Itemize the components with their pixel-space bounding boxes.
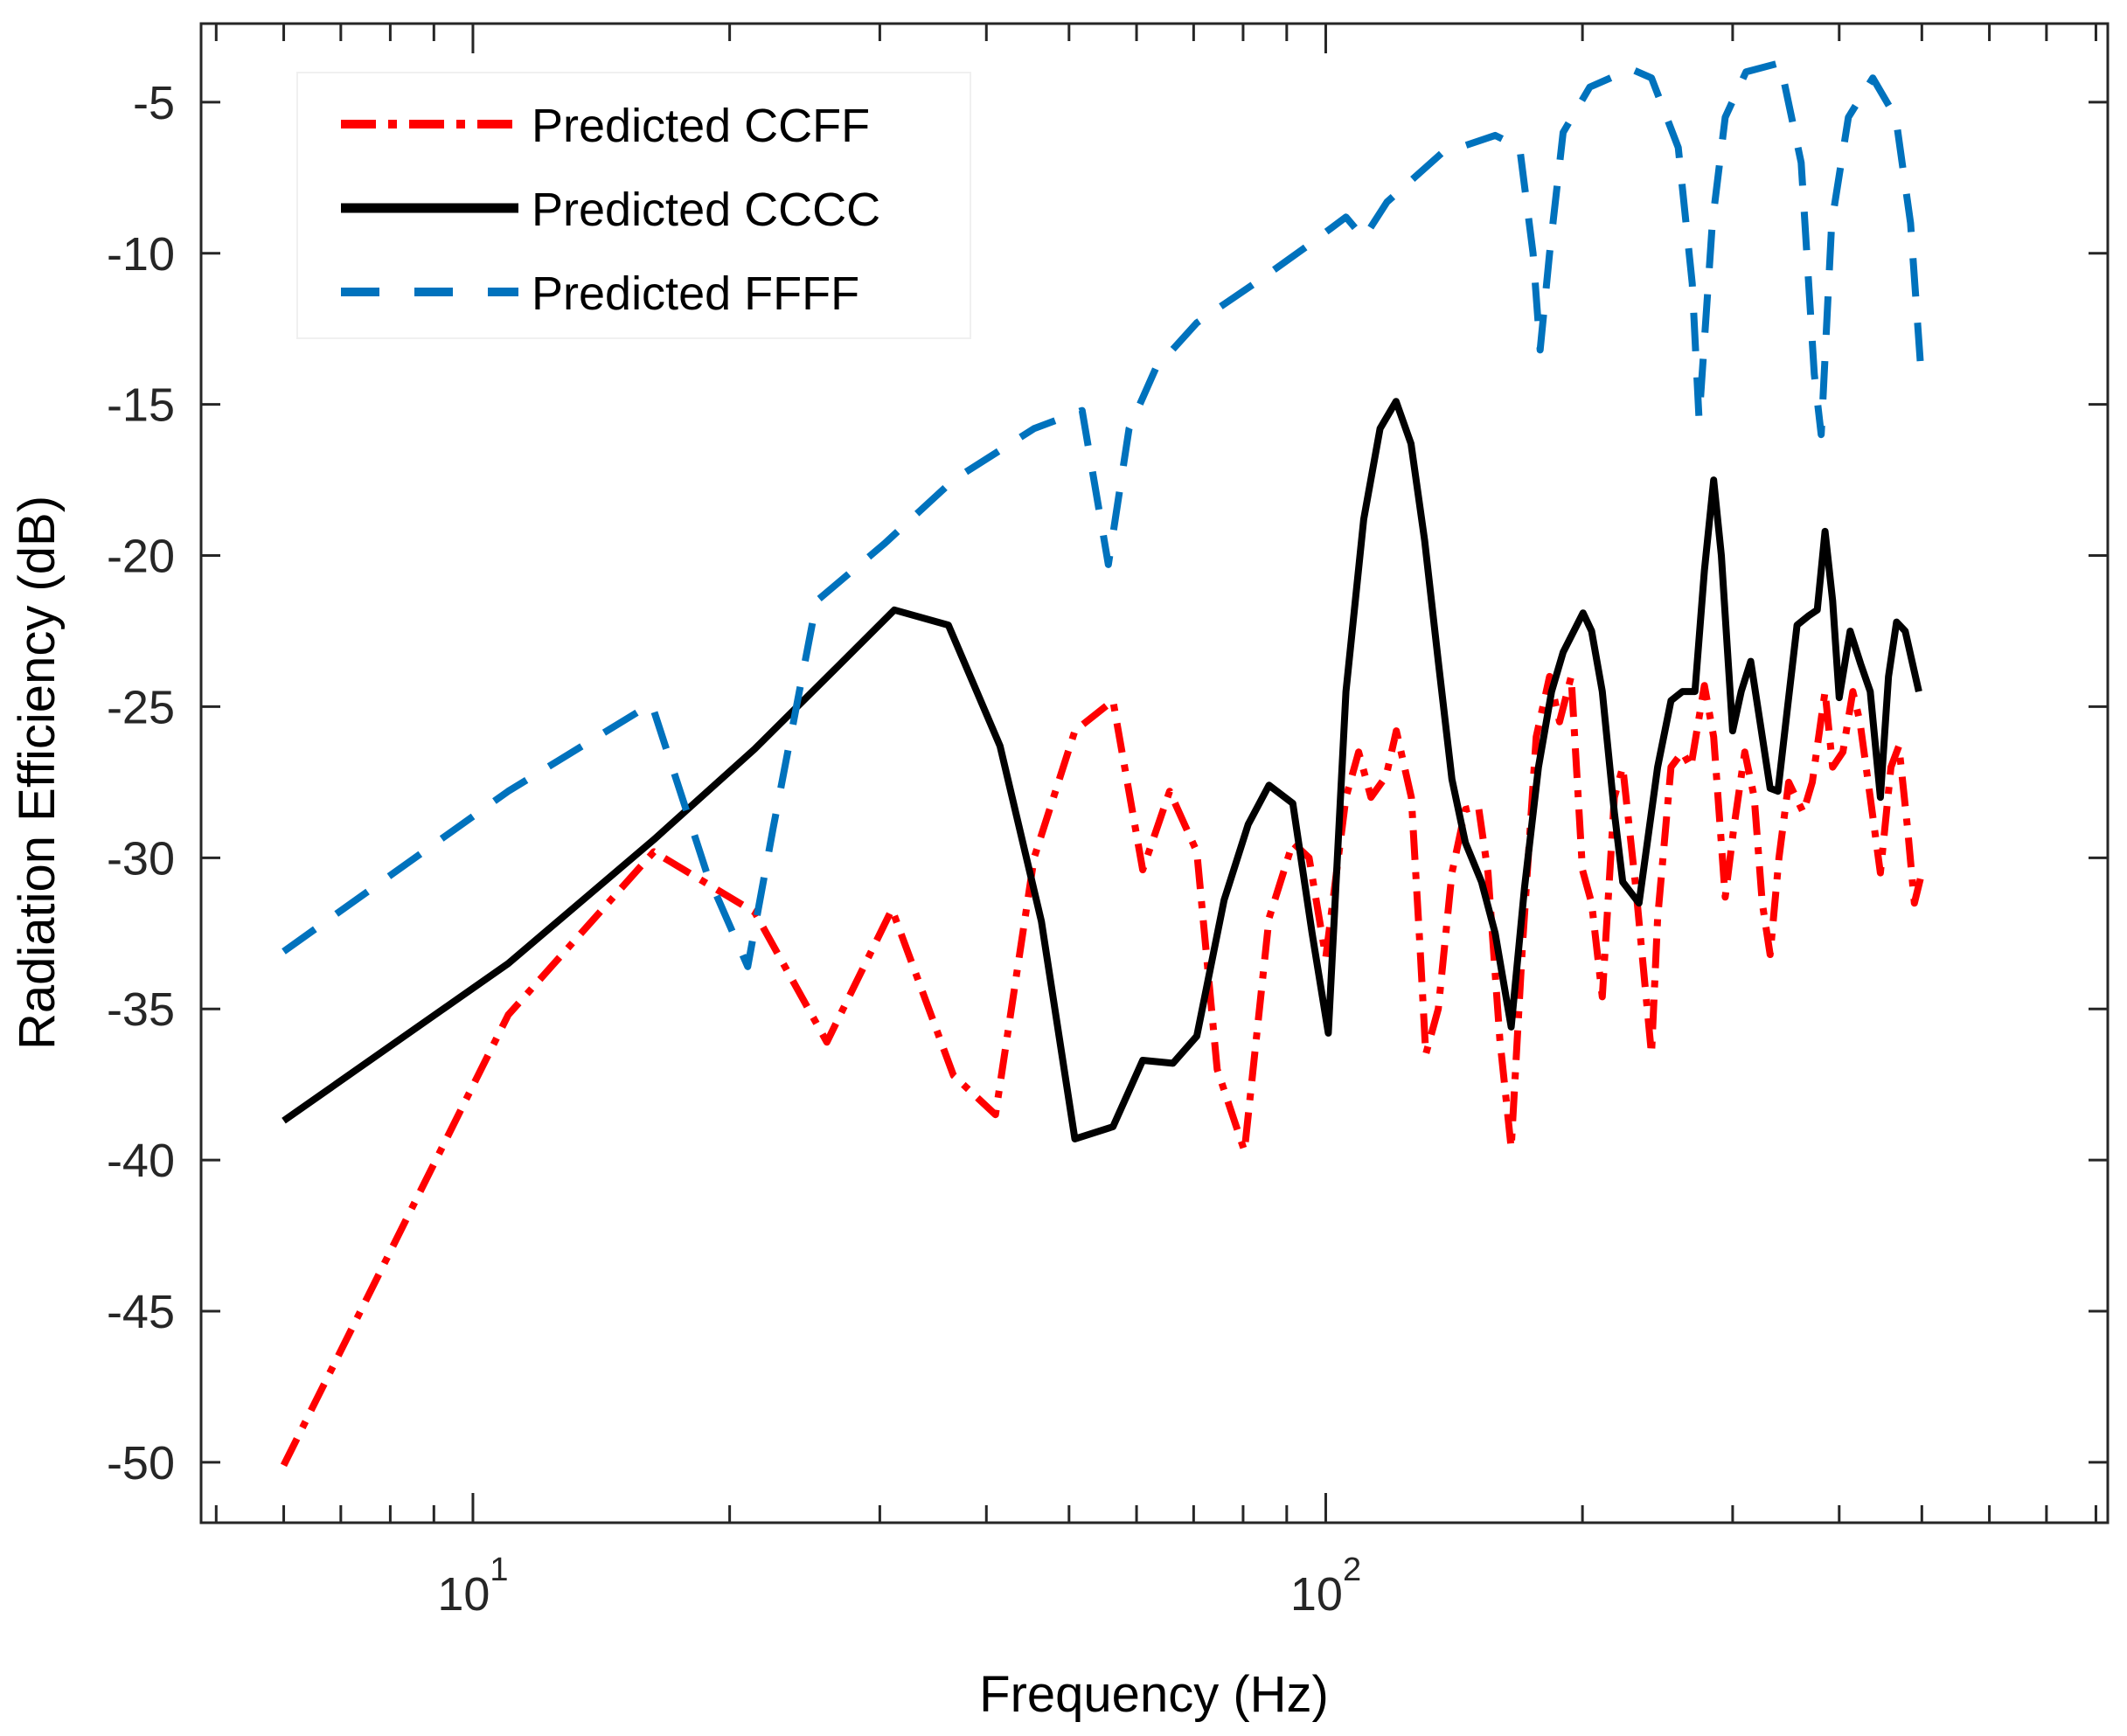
x-axis-label: Frequency (Hz) <box>979 1666 1329 1723</box>
series-line-predicted-cccc <box>282 398 1922 1142</box>
legend: Predicted CCFF Predicted CCCC Predicted … <box>296 72 971 339</box>
y-tick-label: -45 <box>107 1286 175 1338</box>
x-tick-base: 10 <box>1290 1568 1343 1621</box>
legend-label-ffff: Predicted FFFF <box>532 267 859 320</box>
y-tick-label: -10 <box>107 228 175 281</box>
y-tick-label: -25 <box>107 681 175 733</box>
y-tick-label: -35 <box>107 983 175 1036</box>
x-tick-label: 102 <box>1290 1552 1361 1621</box>
x-tick-label: 101 <box>437 1552 508 1621</box>
legend-label-cccc: Predicted CCCC <box>532 184 880 236</box>
series-line-predicted-ffff <box>282 59 1926 970</box>
y-tick-label: -30 <box>107 832 175 885</box>
x-tick-exponent: 1 <box>490 1552 508 1588</box>
plot-frame <box>199 22 2110 1524</box>
plot-lines <box>280 59 1926 1468</box>
y-tick-label: -50 <box>107 1437 175 1489</box>
x-tick-base: 10 <box>437 1568 490 1621</box>
y-tick-label: -15 <box>107 379 175 432</box>
y-tick-label: -5 <box>133 77 175 129</box>
y-tick-label: -20 <box>107 531 175 583</box>
x-tick-exponent: 2 <box>1343 1552 1361 1588</box>
series-line-predicted-ccff <box>280 672 1926 1468</box>
y-tick-label: -40 <box>107 1135 175 1187</box>
y-axis-label: Radiation Efficiency (dB) <box>9 496 66 1050</box>
legend-label-ccff: Predicted CCFF <box>532 100 870 152</box>
